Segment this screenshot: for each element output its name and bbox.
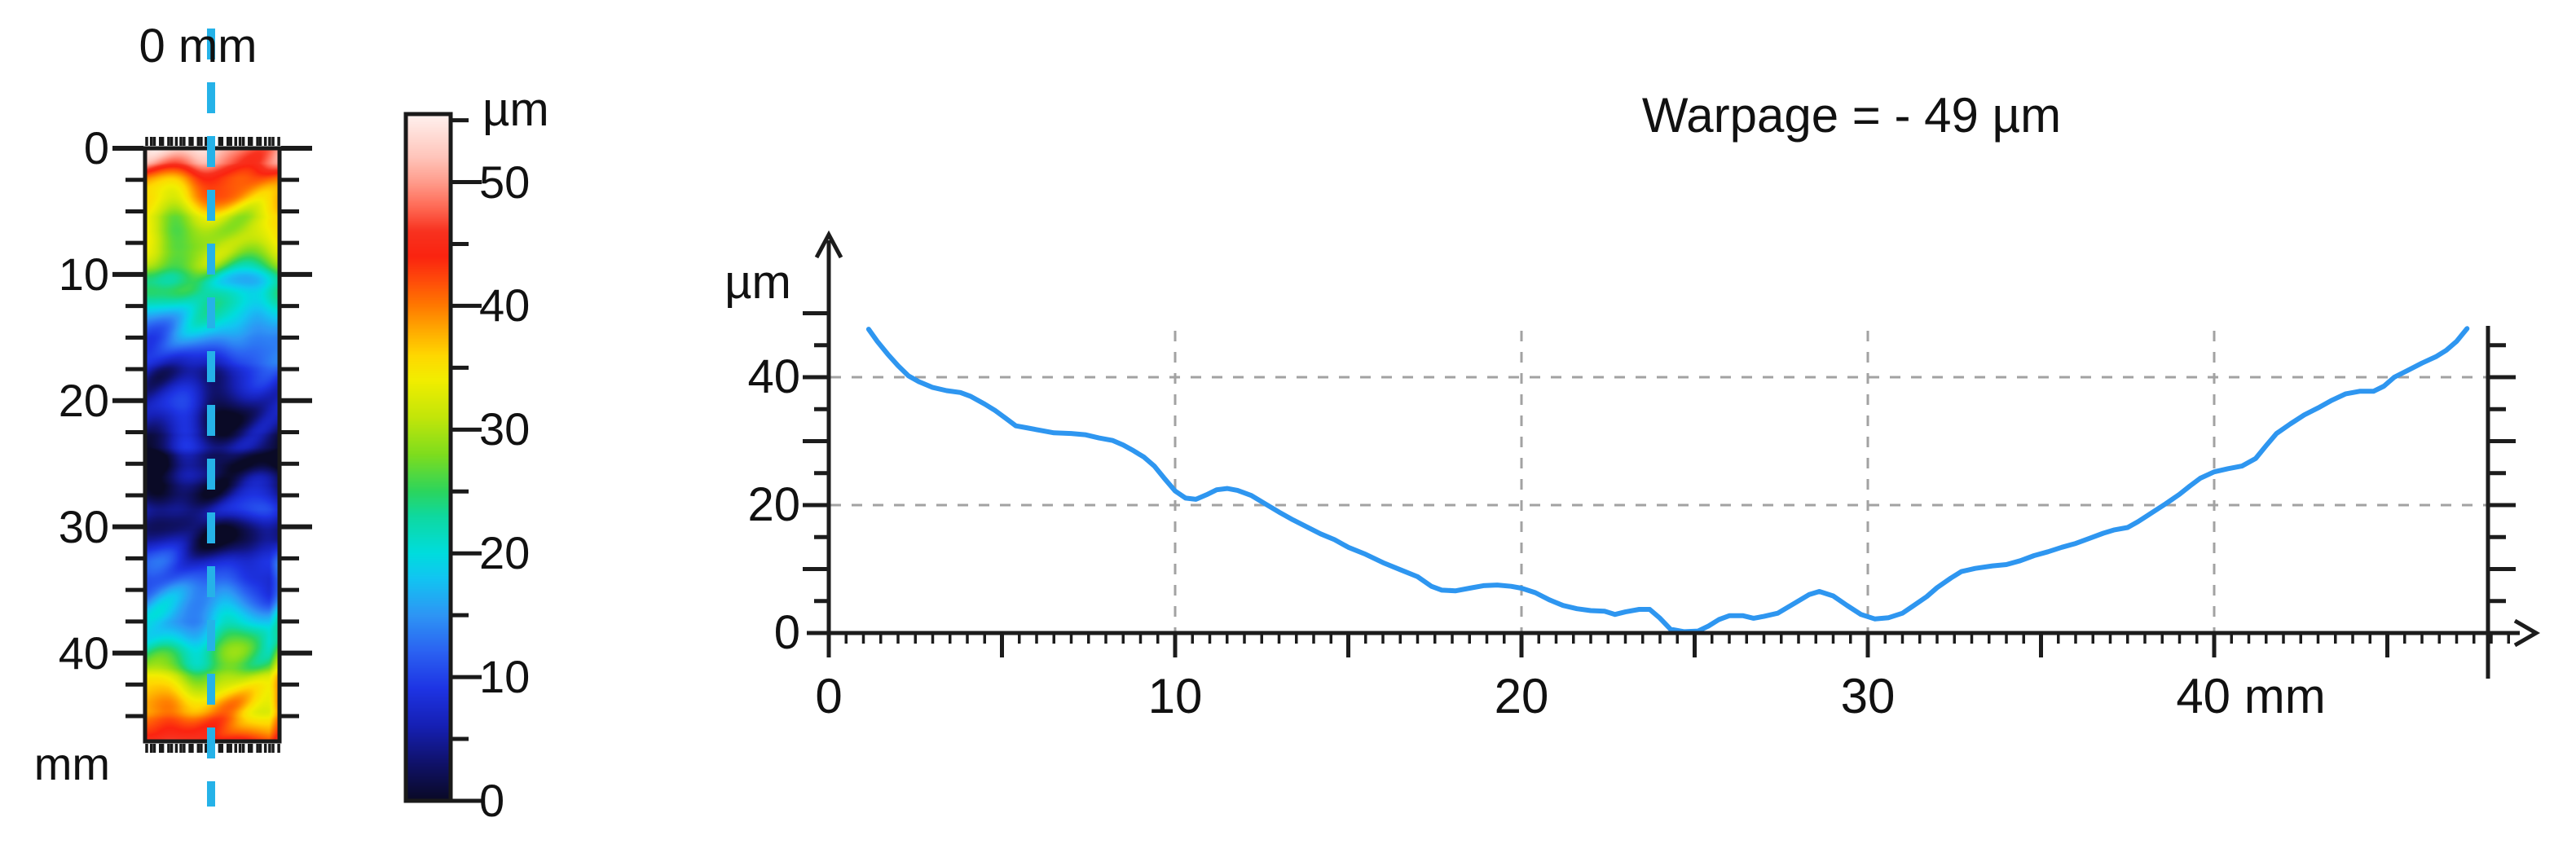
- map-y-tick-label: 10: [58, 248, 109, 300]
- profile-chart-y-axis-unit-label: µm: [724, 256, 791, 309]
- profile-x-tick-label: 10: [1147, 669, 1203, 723]
- map-y-tick-label: 30: [58, 500, 109, 552]
- colorbar-frame: [403, 112, 453, 803]
- profile-y-tick-label: 40: [747, 350, 800, 403]
- colorbar-tick-label: 20: [479, 527, 531, 579]
- profile-x-tick-label: 40 mm: [2176, 669, 2326, 723]
- colorbar-tick-label: 30: [479, 403, 531, 455]
- colorbar-tick-label: 0: [479, 775, 505, 826]
- profile-y-tick-label: 20: [747, 478, 800, 531]
- colorbar-unit-label: µm: [482, 83, 549, 136]
- map-y-tick-label: 0: [83, 122, 109, 174]
- profile-x-tick-label: 20: [1494, 669, 1549, 723]
- map-x-axis-label: 0 mm: [139, 20, 258, 73]
- height-colorbar: [406, 114, 451, 801]
- warpage-profile-curve: [865, 326, 2470, 635]
- colorbar-tick-label: 40: [479, 279, 531, 332]
- colorbar-tick-label: 10: [479, 651, 531, 703]
- warpage-value-annotation: Warpage = - 49 µm: [1641, 88, 2062, 143]
- profile-y-tick-label: 0: [773, 606, 800, 659]
- map-frame: [143, 146, 282, 744]
- profile-x-tick-label: 0: [815, 669, 843, 723]
- y-axis-arrow: [814, 230, 843, 259]
- colorbar-tick-label: 50: [479, 156, 531, 208]
- map-y-axis-unit-label: mm: [33, 738, 110, 789]
- profile-x-tick-label: 30: [1840, 669, 1896, 723]
- map-y-tick-label: 40: [58, 626, 109, 679]
- x-axis-arrow: [2513, 618, 2541, 648]
- map-y-tick-label: 20: [58, 374, 109, 426]
